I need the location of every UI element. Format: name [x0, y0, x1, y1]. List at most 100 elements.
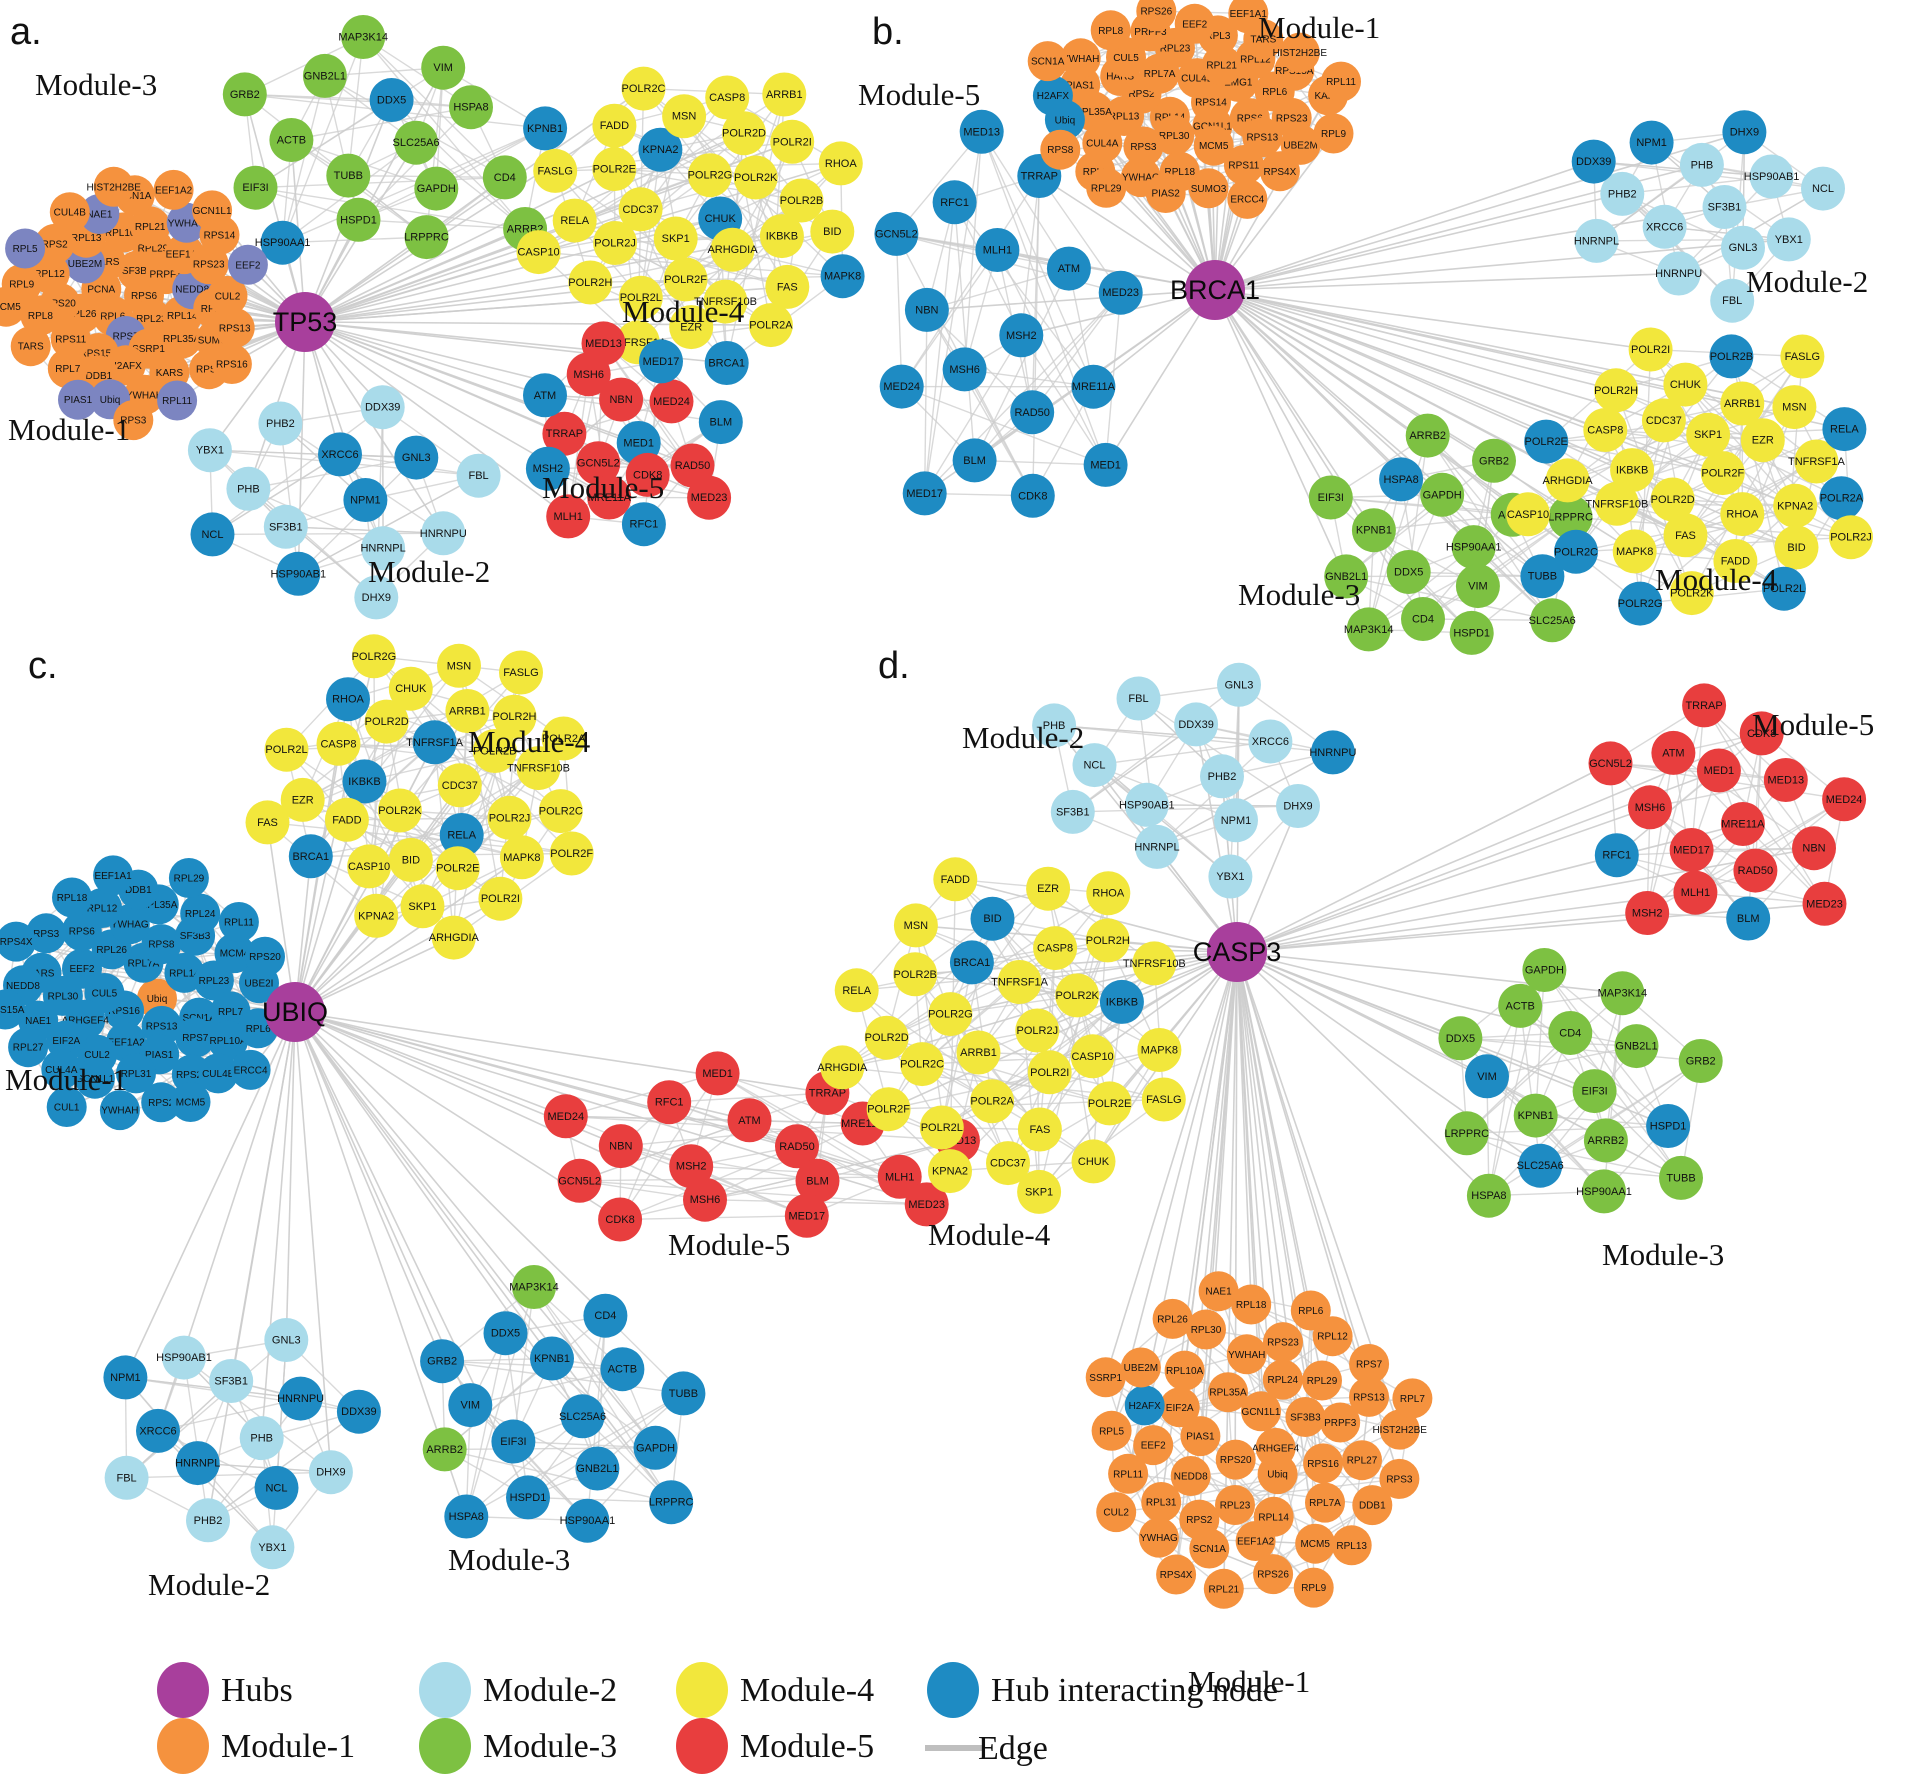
- node-label: POLR2D: [865, 1032, 909, 1044]
- node-label: MED23: [908, 1199, 945, 1211]
- node-circle: [598, 1197, 643, 1242]
- node-label: UBE2I: [245, 979, 274, 990]
- module-name-label: Module-4: [1655, 562, 1778, 597]
- node-circle: [369, 78, 414, 122]
- node-circle: [727, 1098, 772, 1143]
- node-label: RPL14: [169, 968, 200, 979]
- node-RPL21: RPL21: [1203, 1568, 1244, 1609]
- edge: [513, 1440, 656, 1449]
- edge: [1031, 292, 1122, 413]
- node-label: RPL6: [1262, 87, 1287, 98]
- node-circle: [618, 187, 663, 232]
- node-circle: [1524, 419, 1569, 464]
- node-circle: [1228, 0, 1269, 34]
- panel-letter-d: d.: [878, 645, 910, 687]
- hub-edge: [1214, 289, 1617, 392]
- node-label: MSN: [1782, 402, 1807, 414]
- node-label: TNFRSF1A: [991, 977, 1049, 989]
- node-circle: [1135, 824, 1179, 869]
- node-label: NPM1: [1221, 815, 1252, 827]
- node-RHOA: RHOA: [1720, 492, 1765, 537]
- node-label: RPL8: [1098, 26, 1123, 37]
- node-CUL4B: CUL4B: [198, 1053, 239, 1094]
- node-label: HNRNPU: [1309, 747, 1356, 759]
- node-circle: [1720, 381, 1765, 426]
- node-label: RPL21: [1209, 1584, 1240, 1595]
- edge: [895, 131, 983, 235]
- node-POLR2I: POLR2I: [1027, 1050, 1072, 1095]
- node-label: PHB2: [1208, 771, 1237, 783]
- node-label: ARHGEF4: [62, 1015, 110, 1026]
- node-CDC37: CDC37: [437, 763, 482, 808]
- node-circle: [1071, 1139, 1116, 1184]
- node-circle: [1138, 1517, 1179, 1558]
- node-label: TARS: [18, 342, 44, 353]
- node-circle: [1583, 1118, 1628, 1163]
- node-circle: [1709, 334, 1754, 379]
- node-SKP1: SKP1: [653, 216, 698, 261]
- edge: [619, 1139, 959, 1221]
- node-circle: [568, 260, 613, 305]
- hub-edge: [304, 168, 615, 323]
- node-CUL4B: CUL4B: [49, 192, 90, 233]
- node-label: BLM: [806, 1175, 829, 1187]
- node-label: MSN: [904, 920, 929, 932]
- node-RPL35A: RPL35A: [161, 318, 202, 359]
- node-circle: [34, 223, 75, 264]
- node-label: CASP10: [1507, 509, 1549, 521]
- node-circle: [186, 1498, 230, 1543]
- node-RPL13: RPL13: [1104, 96, 1145, 136]
- node-label: FADD: [941, 874, 970, 886]
- node-circle: [1285, 1397, 1326, 1437]
- node-circle: [491, 1419, 536, 1464]
- node-circle: [1659, 1155, 1703, 1200]
- node-circle: [50, 318, 91, 359]
- node-label: FBL: [1128, 693, 1148, 705]
- node-label: PHB: [1691, 159, 1714, 171]
- node-circle: [1420, 472, 1465, 517]
- edge: [347, 36, 364, 176]
- node-MSN: MSN: [893, 903, 938, 948]
- node-label: RELA: [447, 830, 476, 842]
- node-circle: [288, 834, 333, 879]
- node-circle: [1726, 896, 1771, 941]
- node-circle: [211, 344, 252, 384]
- node-FAS: FAS: [1663, 513, 1708, 558]
- node-circle: [1819, 476, 1864, 521]
- node-circle: [1085, 1357, 1126, 1398]
- hub-edge: [888, 951, 1238, 1110]
- legend-label: Hubs: [221, 1672, 293, 1709]
- node-PHB: PHB: [239, 1416, 284, 1461]
- node-circle: [326, 677, 370, 722]
- node-circle: [445, 689, 490, 733]
- node-ATM: ATM: [727, 1098, 772, 1143]
- edge: [444, 1447, 656, 1451]
- node-label: MED24: [1826, 794, 1863, 806]
- node-circle: [1164, 1350, 1205, 1391]
- module-name-label: Module-4: [468, 724, 591, 759]
- node-POLR2H: POLR2H: [492, 694, 537, 739]
- node-circle: [1026, 866, 1071, 911]
- node-DHX9: DHX9: [354, 575, 399, 620]
- node-label: POLR2B: [473, 746, 516, 758]
- node-circle: [472, 729, 517, 773]
- node-circle: [431, 915, 476, 960]
- node-label: GNL3: [1729, 242, 1758, 254]
- node-circle: [1628, 785, 1672, 830]
- node-MAP3K14: MAP3K14: [1598, 971, 1647, 1016]
- node-circle: [1520, 554, 1565, 599]
- node-YBX1: YBX1: [187, 428, 232, 473]
- node-label: MAPK8: [824, 271, 861, 283]
- node-label: RPS16: [1307, 1459, 1339, 1470]
- node-RPL24: RPL24: [1262, 1359, 1303, 1400]
- node-circle: [1208, 854, 1253, 899]
- node-label: RPL35A: [1075, 107, 1113, 118]
- node-circle: [412, 720, 457, 765]
- node-label: POLR2G: [352, 651, 397, 663]
- legend-swatch-module-4: [676, 1662, 728, 1718]
- node-circle: [343, 478, 388, 522]
- node-circle: [1610, 448, 1655, 493]
- hub-edge: [260, 1011, 296, 1439]
- node-CASP10: CASP10: [516, 230, 561, 275]
- node-circle: [258, 401, 303, 446]
